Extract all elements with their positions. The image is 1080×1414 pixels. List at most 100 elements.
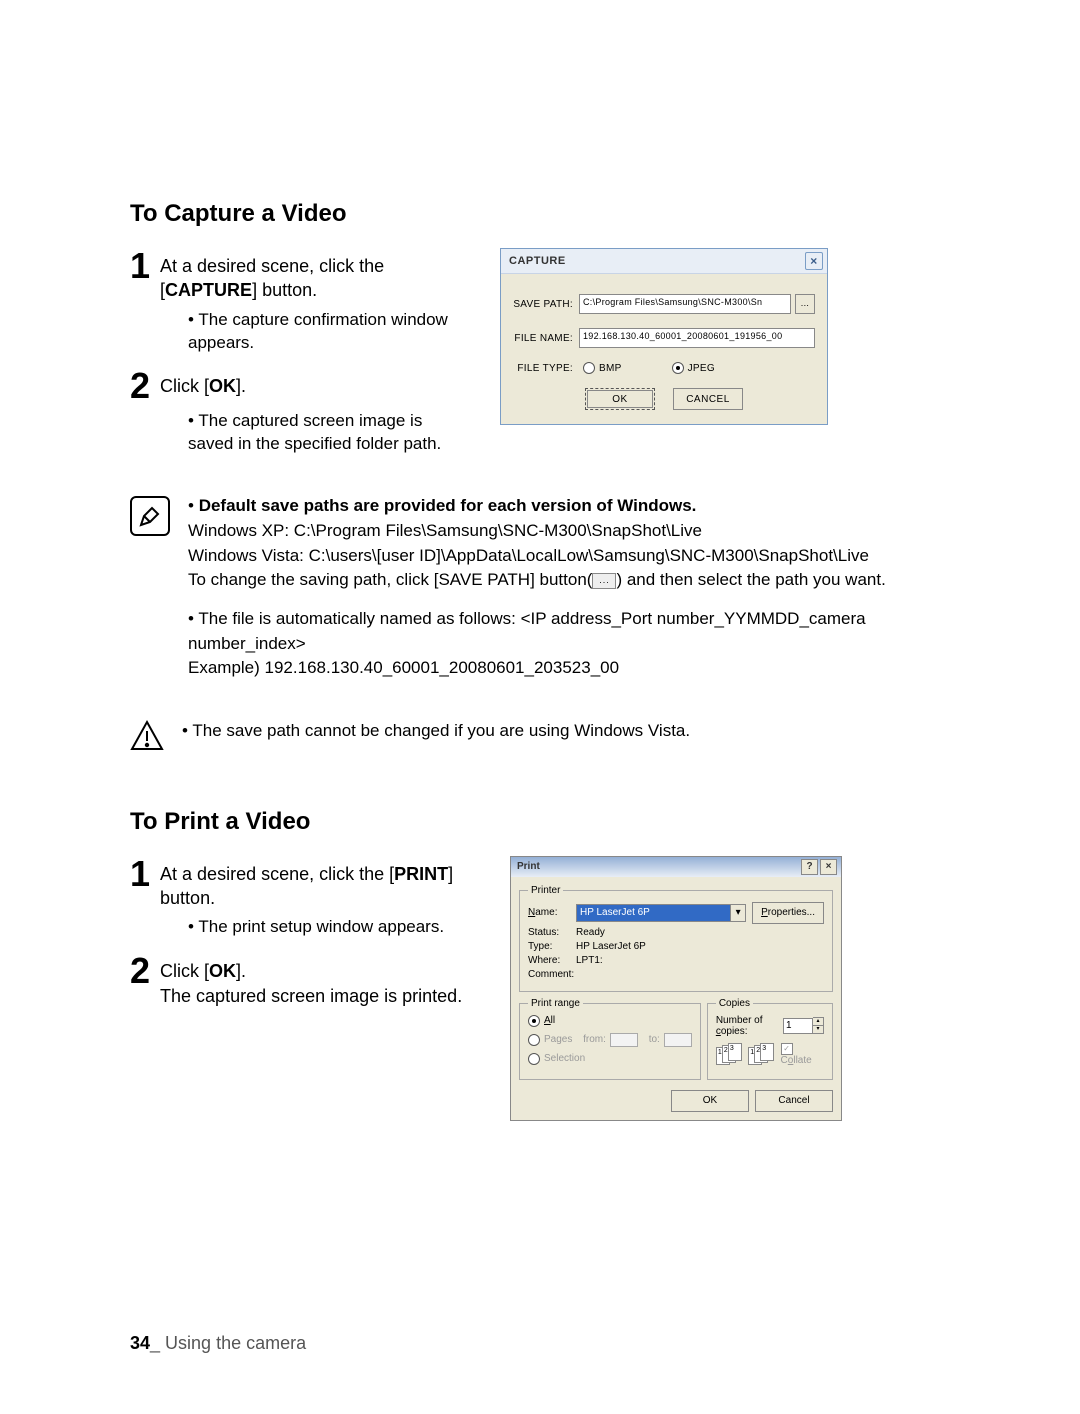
ok-button[interactable]: OK [585,388,655,410]
footer-sep: _ [150,1333,165,1353]
step-1: 1 At a desired scene, click the [CAPTURE… [130,248,470,303]
step2-sub: The captured screen image is saved in th… [188,410,470,456]
warning-text: The save path cannot be changed if you a… [182,719,690,744]
page-footer: 34_ Using the camera [130,1333,306,1354]
note-xp: Windows XP: C:\Program Files\Samsung\SNC… [188,521,702,540]
chapter-title: Using the camera [165,1333,306,1353]
pstep1-sub: The print setup window appears. [188,916,480,939]
warning-block: The save path cannot be changed if you a… [130,719,950,758]
print-dialog-title: Print [517,861,540,872]
capture-section: 1 At a desired scene, click the [CAPTURE… [130,248,950,470]
pstep2-text-post: ]. [236,961,246,981]
note-change-pre: To change the saving path, click [ [188,570,438,589]
browse-icon: ... [592,573,616,589]
copies-legend: Copies [716,998,753,1009]
cancel-button[interactable]: Cancel [755,1090,833,1112]
collate-graphic-icon: 1 2 3 [716,1043,742,1065]
radio-icon [528,1015,540,1027]
step1-sub: The capture confirmation window appears. [188,309,470,355]
radio-bmp[interactable]: BMP [583,362,622,374]
radio-icon [672,362,684,374]
radio-icon [528,1034,540,1046]
note-item: Default save paths are provided for each… [188,494,950,593]
warning-icon [130,719,164,758]
spin-up-icon[interactable]: ▴ [813,1018,823,1026]
print-dialog-titlebar: Print ? × [511,857,841,877]
range-legend: Print range [528,998,583,1009]
comment-label: Comment: [528,969,576,980]
capture-dialog-titlebar: CAPTURE × [501,249,827,274]
step2-text-post: ]. [236,376,246,396]
radio-all[interactable]: All [528,1015,692,1027]
type-value: HP LaserJet 6P [576,941,646,952]
file-name-input[interactable]: 192.168.130.40_60001_20080601_191956_00 [579,328,815,348]
heading-print: To Print a Video [130,808,950,836]
printer-legend: Printer [528,885,563,896]
note-bold: Default save paths are provided for each… [199,496,697,515]
printer-fieldset: Printer Name: HP LaserJet 6P ▾ Propertie… [519,885,833,992]
note-icon [130,496,170,536]
note-change-mid: ] button( [530,570,592,589]
radio-bmp-label: BMP [599,363,622,374]
close-icon[interactable]: × [805,252,823,270]
properties-button[interactable]: Properties... [752,902,824,924]
pstep2-text-bold: OK [209,961,236,981]
print-range-fieldset: Print range All Pages from: to: [519,998,701,1080]
from-input [610,1033,638,1047]
capture-dialog: CAPTURE × SAVE PATH: C:\Program Files\Sa… [500,248,828,425]
heading-capture: To Capture a Video [130,200,950,228]
radio-icon [528,1053,540,1065]
printer-selected: HP LaserJet 6P [576,904,731,922]
type-label: Type: [528,941,576,952]
radio-pages: Pages from: to: [528,1033,692,1047]
status-value: Ready [576,927,605,938]
step2-text-pre: Click [ [160,376,209,396]
to-input [664,1033,692,1047]
file-type-label: FILE TYPE: [513,363,579,374]
step2-text-bold: OK [209,376,236,396]
step-number: 2 [130,368,150,404]
collate-graphic-icon: 1 2 3 [748,1043,774,1065]
help-icon[interactable]: ? [801,859,818,875]
radio-icon [583,362,595,374]
name-label: Name: [528,907,576,918]
print-dialog: Print ? × Printer Name: HP LaserJet 6P [510,856,842,1121]
note-change-post: ) and then select the path you want. [616,570,885,589]
step1-text-post: ] button. [252,280,317,300]
radio-jpeg-label: JPEG [688,363,715,374]
close-icon[interactable]: × [820,859,837,875]
radio-selection: Selection [528,1053,692,1065]
note-item: The file is automatically named as follo… [188,607,950,681]
cancel-button[interactable]: CANCEL [673,388,743,410]
browse-button[interactable]: ... [795,294,815,314]
copies-fieldset: Copies Number of copies: 1 ▴ ▾ [707,998,833,1080]
note-auto-name: The file is automatically named as follo… [188,609,866,653]
pstep1-text-pre: At a desired scene, click the [ [160,864,394,884]
pstep2-line2: The captured screen image is printed. [160,986,462,1006]
collate-checkbox: ✓Collate [781,1043,824,1066]
note-example: Example) 192.168.130.40_60001_20080601_2… [188,658,619,677]
note-block: Default save paths are provided for each… [130,494,950,694]
where-value: LPT1: [576,955,603,966]
step-2: 2 Click [OK]. [130,368,470,404]
capture-dialog-title: CAPTURE [509,255,566,267]
pstep1-text-bold: PRINT [394,864,448,884]
step-number: 1 [130,856,150,892]
ok-button[interactable]: OK [671,1090,749,1112]
step-number: 1 [130,248,150,284]
save-path-label: SAVE PATH: [513,299,579,310]
chevron-down-icon: ▾ [731,904,746,922]
printer-select[interactable]: HP LaserJet 6P ▾ [576,904,746,922]
save-path-input[interactable]: C:\Program Files\Samsung\SNC-M300\Sn [579,294,791,314]
pstep2-text-pre: Click [ [160,961,209,981]
copies-value: 1 [783,1018,813,1034]
page-number: 34 [130,1333,150,1353]
note-change-btn: SAVE PATH [438,570,530,589]
status-label: Status: [528,927,576,938]
where-label: Where: [528,955,576,966]
spin-down-icon[interactable]: ▾ [813,1026,823,1033]
copies-stepper[interactable]: 1 ▴ ▾ [783,1017,824,1034]
file-name-label: FILE NAME: [513,333,579,344]
radio-jpeg[interactable]: JPEG [672,362,715,374]
manual-page: To Capture a Video 1 At a desired scene,… [0,0,1080,1414]
